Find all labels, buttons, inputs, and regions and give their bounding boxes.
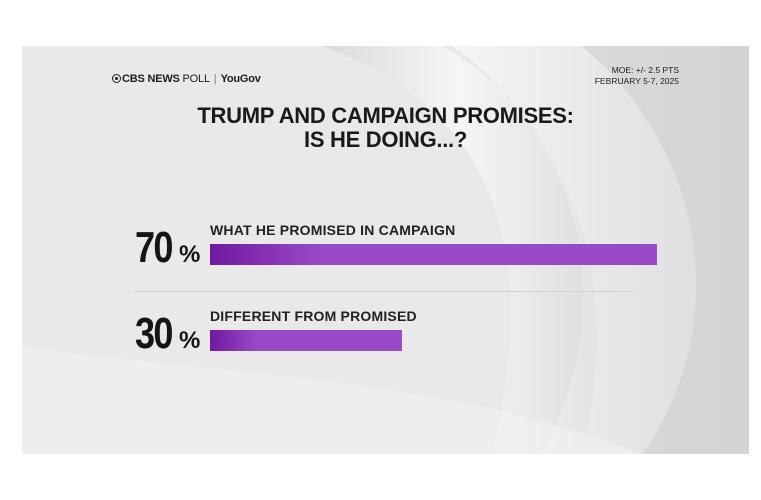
category-label: WHAT HE PROMISED IN CAMPAIGN <box>210 222 456 238</box>
bar <box>210 244 657 265</box>
moe-block: MOE: +/- 2.5 PTS FEBRUARY 5-7, 2025 <box>595 65 679 87</box>
moe-text: MOE: +/- 2.5 PTS <box>611 65 679 75</box>
title-line-2: IS HE DOING...? <box>304 127 467 152</box>
divider <box>135 291 635 292</box>
percent-label: 70% <box>135 223 200 273</box>
brand-logo: CBS NEWS POLL | YouGov <box>112 73 261 85</box>
poll-dates: FEBRUARY 5-7, 2025 <box>594 76 679 86</box>
brand-partner: YouGov <box>220 73 261 85</box>
poll-card: CBS NEWS POLL | YouGov MOE: +/- 2.5 PTS FE… <box>22 46 749 454</box>
percent-sign: % <box>179 241 201 268</box>
brand-poll: POLL <box>182 73 211 85</box>
title-line-1: TRUMP AND CAMPAIGN PROMISES: <box>197 103 574 128</box>
chart-title: TRUMP AND CAMPAIGN PROMISES: IS HE DOING… <box>22 104 749 152</box>
percent-label: 30% <box>135 309 200 359</box>
cbs-eye-icon <box>112 74 121 83</box>
bar <box>210 330 402 351</box>
percent-sign: % <box>179 327 201 354</box>
brand-primary: CBS NEWS <box>122 73 180 85</box>
percent-value: 70 <box>135 223 173 272</box>
percent-value: 30 <box>135 309 173 358</box>
category-label: DIFFERENT FROM PROMISED <box>210 308 417 324</box>
